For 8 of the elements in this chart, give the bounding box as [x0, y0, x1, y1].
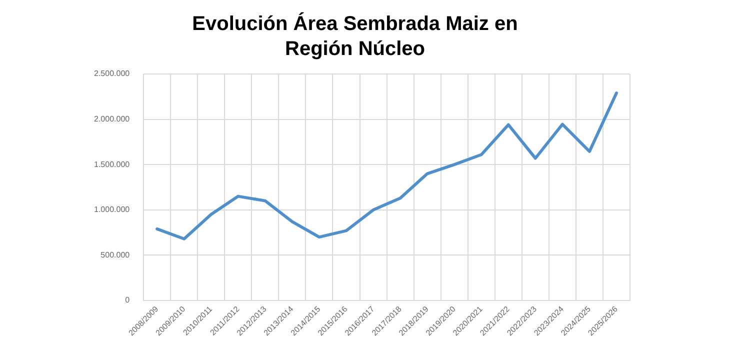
y-tick-label: 1.500.000 — [94, 160, 130, 169]
y-tick-label: 0 — [125, 296, 130, 305]
text: Evolución Área Sembrada Maiz en — [192, 13, 518, 36]
y-tick-label: 2.500.000 — [94, 69, 130, 78]
y-tick-label: 1.000.000 — [94, 205, 130, 214]
y-tick-label: 2.000.000 — [94, 114, 130, 124]
y-tick-label: 500.000 — [100, 250, 130, 260]
text: Región Núcleo — [284, 38, 426, 60]
